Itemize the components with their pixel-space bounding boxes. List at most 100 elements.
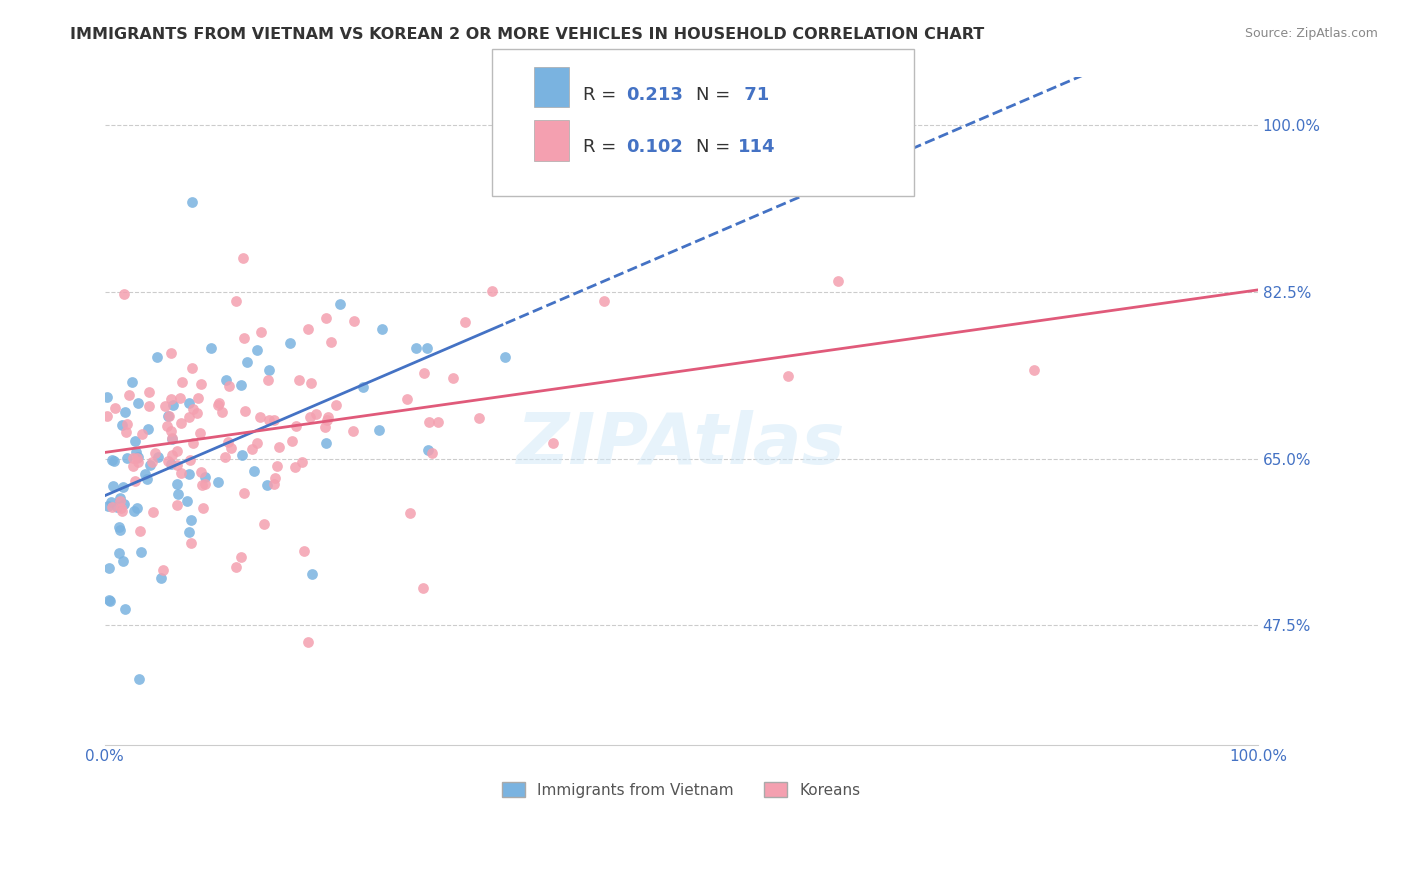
- Point: [263, 413, 285, 427]
- Point: [292, 544, 315, 558]
- Point: [162, 398, 184, 412]
- Point: [112, 554, 135, 568]
- Point: [125, 444, 148, 458]
- Point: [105, 500, 128, 515]
- Point: [181, 194, 204, 209]
- Point: [169, 391, 191, 405]
- Point: [454, 315, 477, 329]
- Point: [124, 434, 146, 449]
- Point: [156, 454, 179, 468]
- Point: [166, 444, 188, 458]
- Text: 0.102: 0.102: [626, 138, 682, 156]
- Point: [97, 500, 120, 514]
- Text: Source: ZipAtlas.com: Source: ZipAtlas.com: [1244, 27, 1378, 40]
- Text: ZIPAtlas: ZIPAtlas: [517, 410, 845, 479]
- Point: [142, 505, 165, 519]
- Point: [131, 427, 153, 442]
- Point: [138, 384, 160, 399]
- Point: [221, 442, 243, 456]
- Point: [207, 398, 229, 412]
- Point: [162, 432, 184, 446]
- Point: [235, 404, 257, 418]
- Point: [285, 419, 308, 434]
- Point: [208, 396, 231, 410]
- Point: [827, 274, 849, 288]
- Point: [122, 504, 145, 518]
- Point: [291, 455, 314, 469]
- Point: [211, 405, 233, 419]
- Point: [257, 413, 280, 427]
- Point: [170, 466, 193, 480]
- Point: [592, 294, 614, 309]
- Point: [249, 410, 271, 425]
- Point: [149, 570, 172, 584]
- Text: N =: N =: [696, 138, 735, 156]
- Point: [170, 416, 193, 430]
- Point: [267, 440, 290, 454]
- Point: [176, 494, 198, 508]
- Point: [160, 458, 183, 472]
- Point: [101, 500, 124, 515]
- Point: [166, 476, 188, 491]
- Point: [177, 395, 200, 409]
- Point: [181, 436, 204, 450]
- Point: [179, 467, 201, 481]
- Point: [416, 341, 439, 355]
- Point: [172, 375, 194, 389]
- Point: [115, 417, 138, 431]
- Point: [297, 322, 319, 336]
- Point: [396, 392, 419, 407]
- Point: [103, 479, 125, 493]
- Point: [243, 464, 266, 478]
- Point: [129, 544, 152, 558]
- Point: [115, 425, 138, 440]
- Point: [121, 375, 143, 389]
- Point: [297, 635, 319, 649]
- Point: [127, 451, 149, 466]
- Point: [101, 452, 124, 467]
- Point: [494, 351, 516, 365]
- Point: [420, 446, 443, 460]
- Point: [301, 566, 323, 581]
- Point: [159, 409, 181, 423]
- Point: [98, 593, 121, 607]
- Point: [148, 450, 170, 464]
- Point: [118, 388, 141, 402]
- Point: [214, 450, 236, 464]
- Point: [159, 346, 181, 360]
- Point: [103, 453, 125, 467]
- Point: [112, 287, 135, 301]
- Point: [371, 322, 394, 336]
- Point: [156, 409, 179, 423]
- Point: [122, 451, 145, 466]
- Point: [128, 524, 150, 539]
- Point: [233, 485, 256, 500]
- Text: N =: N =: [696, 86, 735, 103]
- Point: [166, 498, 188, 512]
- Point: [240, 442, 263, 457]
- Point: [180, 513, 202, 527]
- Point: [412, 581, 434, 595]
- Point: [134, 467, 156, 482]
- Point: [136, 422, 159, 436]
- Point: [314, 419, 336, 434]
- Point: [110, 491, 132, 506]
- Point: [188, 425, 211, 440]
- Point: [299, 376, 322, 391]
- Point: [127, 450, 149, 465]
- Point: [249, 325, 271, 339]
- Point: [181, 402, 204, 417]
- Point: [257, 373, 280, 387]
- Point: [124, 474, 146, 488]
- Point: [1022, 363, 1045, 377]
- Point: [160, 424, 183, 438]
- Point: [96, 409, 118, 423]
- Point: [325, 399, 347, 413]
- Point: [441, 370, 464, 384]
- Point: [194, 470, 217, 484]
- Point: [128, 672, 150, 686]
- Point: [187, 391, 209, 405]
- Point: [98, 594, 121, 608]
- Point: [180, 536, 202, 550]
- Point: [481, 284, 503, 298]
